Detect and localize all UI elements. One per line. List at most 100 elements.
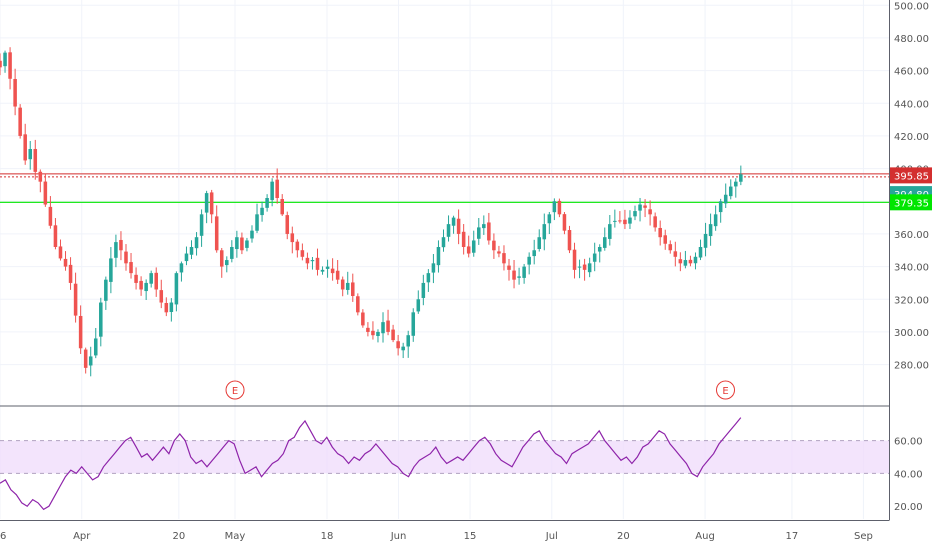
- candle[interactable]: [587, 257, 592, 278]
- candle[interactable]: [683, 250, 688, 269]
- candle[interactable]: [219, 248, 224, 278]
- candle[interactable]: [169, 298, 174, 322]
- candle[interactable]: [290, 226, 295, 254]
- candle[interactable]: [3, 50, 7, 73]
- rsi-line[interactable]: [0, 417, 742, 511]
- candle[interactable]: [376, 329, 380, 343]
- candle[interactable]: [154, 267, 158, 297]
- candle[interactable]: [698, 239, 703, 261]
- candle[interactable]: [703, 222, 708, 257]
- candle[interactable]: [159, 279, 164, 309]
- candle[interactable]: [487, 212, 491, 245]
- candle[interactable]: [48, 196, 53, 229]
- candle[interactable]: [230, 240, 234, 263]
- candle[interactable]: [713, 205, 718, 231]
- candle[interactable]: [492, 233, 496, 259]
- earnings-marker[interactable]: E: [716, 380, 736, 400]
- candle[interactable]: [104, 276, 108, 310]
- candle[interactable]: [310, 257, 315, 270]
- candle[interactable]: [663, 229, 668, 250]
- candle[interactable]: [58, 239, 63, 261]
- candle[interactable]: [668, 240, 673, 254]
- candle[interactable]: [295, 239, 300, 258]
- candle[interactable]: [340, 276, 345, 297]
- candle[interactable]: [552, 198, 557, 221]
- candle[interactable]: [8, 47, 12, 90]
- candle[interactable]: [562, 212, 567, 235]
- candle[interactable]: [68, 257, 73, 290]
- candle[interactable]: [507, 258, 511, 281]
- candle[interactable]: [497, 245, 501, 258]
- candle[interactable]: [124, 244, 128, 271]
- candle[interactable]: [542, 213, 547, 251]
- candle[interactable]: [401, 342, 405, 359]
- candle[interactable]: [623, 209, 627, 230]
- candle[interactable]: [13, 68, 17, 116]
- candle[interactable]: [482, 215, 486, 235]
- candle[interactable]: [592, 242, 597, 272]
- candle[interactable]: [134, 267, 138, 290]
- candle[interactable]: [602, 227, 607, 251]
- candle[interactable]: [204, 190, 209, 224]
- candle[interactable]: [451, 215, 456, 234]
- candle[interactable]: [502, 245, 506, 271]
- candle[interactable]: [613, 209, 617, 228]
- candle[interactable]: [18, 104, 22, 139]
- candle[interactable]: [537, 229, 542, 252]
- candle[interactable]: [194, 232, 199, 256]
- candle[interactable]: [119, 231, 123, 261]
- candle[interactable]: [431, 253, 436, 284]
- candle[interactable]: [416, 290, 421, 314]
- candle[interactable]: [441, 229, 446, 252]
- candle[interactable]: [280, 194, 284, 216]
- candle[interactable]: [456, 209, 461, 245]
- candle[interactable]: [734, 178, 738, 198]
- candle[interactable]: [285, 211, 290, 240]
- candle[interactable]: [235, 230, 239, 258]
- candle[interactable]: [557, 198, 562, 218]
- candle[interactable]: [184, 246, 189, 266]
- candle[interactable]: [0, 53, 2, 76]
- candle[interactable]: [300, 243, 305, 261]
- time-axis[interactable]: 16 Apr 20 May 18 Jun 15 Jul 20 Aug 17 Sep: [0, 531, 873, 542]
- candle[interactable]: [250, 225, 254, 243]
- candle[interactable]: [260, 201, 264, 222]
- candle[interactable]: [255, 203, 259, 234]
- candle[interactable]: [23, 123, 27, 165]
- candle[interactable]: [371, 321, 375, 340]
- candle[interactable]: [129, 252, 133, 279]
- candle[interactable]: [270, 178, 274, 207]
- candle[interactable]: [608, 214, 612, 246]
- candle[interactable]: [406, 330, 410, 358]
- candle[interactable]: [53, 218, 58, 250]
- candle[interactable]: [361, 309, 365, 328]
- candle[interactable]: [678, 252, 683, 272]
- candle[interactable]: [718, 198, 723, 223]
- candle[interactable]: [139, 276, 143, 296]
- candle[interactable]: [325, 259, 330, 278]
- candle[interactable]: [305, 252, 310, 270]
- candle[interactable]: [728, 179, 733, 200]
- candle[interactable]: [381, 312, 385, 343]
- candle[interactable]: [28, 141, 33, 170]
- candle[interactable]: [396, 334, 400, 356]
- candle[interactable]: [43, 173, 48, 207]
- candle[interactable]: [88, 346, 93, 377]
- candle[interactable]: [144, 279, 148, 300]
- candle[interactable]: [335, 259, 340, 285]
- candle[interactable]: [723, 183, 728, 208]
- rsi-axis[interactable]: 20.00 40.00 60.00: [894, 437, 923, 514]
- candle[interactable]: [446, 215, 451, 242]
- candle[interactable]: [547, 211, 552, 235]
- candle[interactable]: [73, 272, 78, 323]
- candle[interactable]: [522, 263, 526, 284]
- candle[interactable]: [739, 165, 743, 186]
- candle[interactable]: [391, 324, 395, 343]
- candle[interactable]: [527, 252, 531, 275]
- earnings-marker[interactable]: E: [225, 380, 245, 400]
- candle[interactable]: [265, 194, 269, 212]
- candle[interactable]: [653, 212, 657, 232]
- candle[interactable]: [179, 261, 184, 282]
- candle[interactable]: [708, 213, 713, 246]
